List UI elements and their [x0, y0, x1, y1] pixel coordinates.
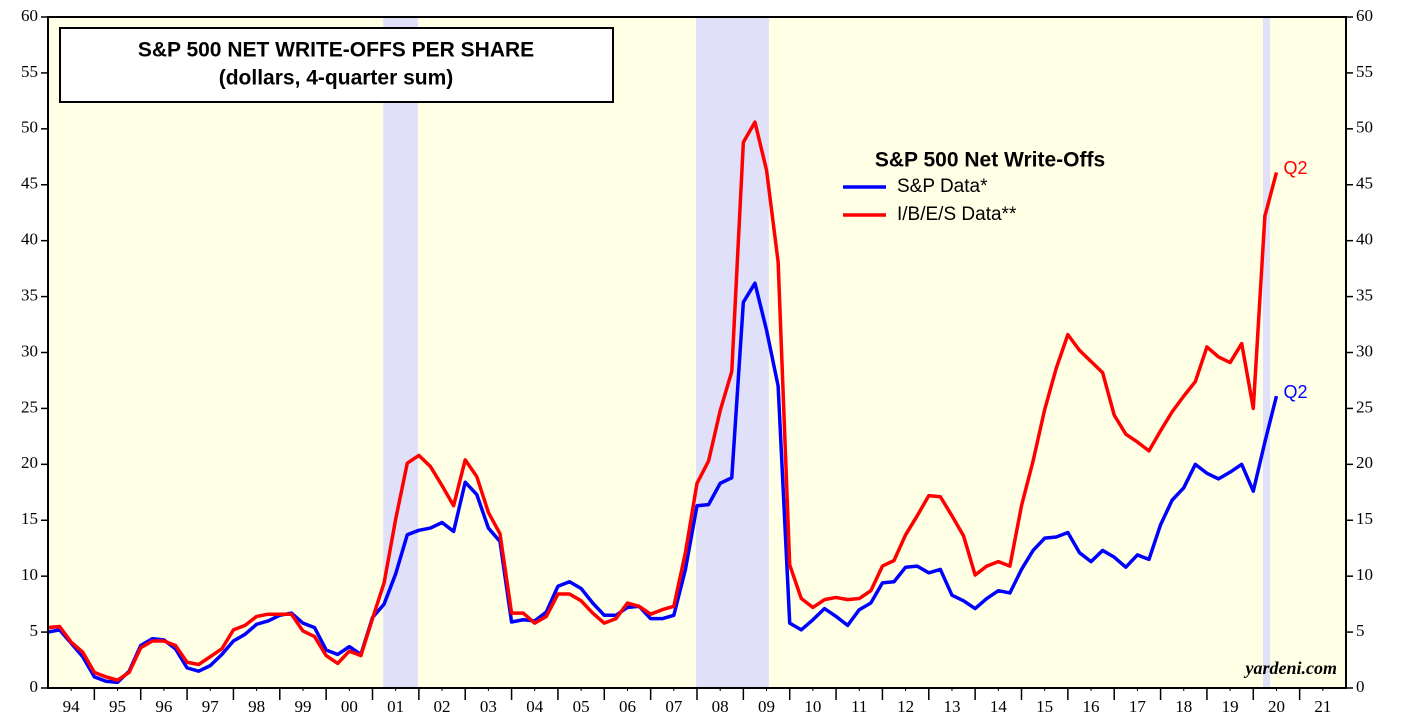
y2-tick-label: 50: [1356, 118, 1373, 137]
x-tick-label: 20: [1268, 697, 1285, 716]
x-tick-label: 97: [202, 697, 220, 716]
x-tick-label: 95: [109, 697, 126, 716]
legend-label: I/B/E/S Data**: [897, 204, 1017, 225]
x-tick-label: 04: [526, 697, 544, 716]
legend-label: S&P Data*: [897, 176, 988, 197]
y2-tick-label: 10: [1356, 565, 1373, 584]
x-tick-label: 00: [341, 697, 358, 716]
x-tick-label: 98: [248, 697, 265, 716]
y-tick-label: 15: [21, 509, 38, 528]
source: yardeni.com: [1244, 658, 1338, 678]
y2-tick-label: 55: [1356, 62, 1373, 81]
end-label: Q2: [1283, 158, 1307, 178]
chart-subtitle: (dollars, 4-quarter sum): [219, 67, 454, 90]
y-tick-label: 60: [21, 6, 38, 25]
x-tick-label: 03: [480, 697, 497, 716]
y-tick-label: 10: [21, 565, 38, 584]
y2-tick-label: 35: [1356, 285, 1373, 304]
plot-frame: [47, 16, 1347, 689]
y2-tick-label: 5: [1356, 621, 1365, 640]
y-tick-label: 30: [21, 341, 38, 360]
y-tick-label: 55: [21, 62, 38, 81]
x-tick-label: 06: [619, 697, 636, 716]
x-tick-label: 01: [387, 697, 404, 716]
chart-title: S&P 500 NET WRITE-OFFS PER SHARE: [138, 39, 534, 62]
y-tick-label: 25: [21, 397, 38, 416]
x-tick-label: 94: [63, 697, 81, 716]
x-tick-label: 15: [1036, 697, 1053, 716]
x-tick-label: 21: [1314, 697, 1331, 716]
x-tick-label: 14: [990, 697, 1008, 716]
x-tick-label: 09: [758, 697, 775, 716]
x-tick-label: 13: [943, 697, 960, 716]
y-tick-label: 50: [21, 118, 38, 137]
x-tick-label: 17: [1129, 697, 1147, 716]
y2-tick-label: 30: [1356, 341, 1373, 360]
y-tick-label: 5: [30, 621, 39, 640]
series-line: [47, 120, 1279, 682]
y-tick-label: 35: [21, 285, 38, 304]
y-tick-label: 0: [30, 677, 39, 696]
recession-band: [383, 17, 418, 688]
y2-tick-label: 25: [1356, 397, 1373, 416]
x-tick-label: 08: [712, 697, 729, 716]
x-tick-label: 05: [573, 697, 590, 716]
x-tick-label: 12: [897, 697, 914, 716]
x-tick-label: 07: [665, 697, 683, 716]
y-tick-label: 45: [21, 174, 38, 193]
x-tick-label: 96: [155, 697, 172, 716]
recession-band: [1263, 17, 1270, 688]
x-tick-label: 10: [804, 697, 821, 716]
legend-title: S&P 500 Net Write-Offs: [875, 149, 1105, 172]
y2-tick-label: 20: [1356, 453, 1373, 472]
x-tick-label: 99: [294, 697, 311, 716]
x-tick-label: 16: [1083, 697, 1100, 716]
y2-tick-label: 0: [1356, 677, 1365, 696]
x-tick-label: 11: [851, 697, 867, 716]
x-tick-label: 19: [1222, 697, 1239, 716]
y2-tick-label: 15: [1356, 509, 1373, 528]
x-tick-label: 18: [1175, 697, 1192, 716]
end-label: Q2: [1283, 382, 1307, 402]
series-line: [47, 281, 1279, 685]
title-box: [59, 27, 614, 103]
x-tick-label: 02: [434, 697, 451, 716]
y2-tick-label: 45: [1356, 174, 1373, 193]
y-tick-label: 40: [21, 230, 38, 249]
y-tick-label: 20: [21, 453, 38, 472]
y2-tick-label: 40: [1356, 230, 1373, 249]
y2-tick-label: 60: [1356, 6, 1373, 25]
